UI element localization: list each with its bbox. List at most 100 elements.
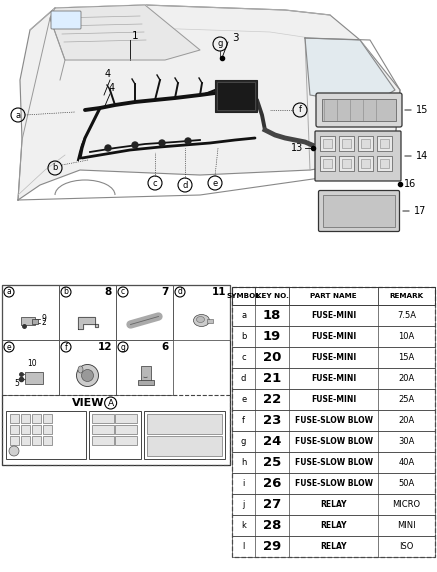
- Text: MICRO: MICRO: [392, 500, 421, 509]
- Text: 20A: 20A: [399, 374, 415, 383]
- Text: a: a: [15, 110, 21, 120]
- Bar: [43, 425, 52, 434]
- Bar: [147, 436, 222, 456]
- Text: a: a: [241, 311, 246, 320]
- Bar: [342, 139, 351, 148]
- Text: c: c: [121, 288, 125, 296]
- Text: FUSE-MINI: FUSE-MINI: [311, 353, 356, 362]
- Text: 9: 9: [42, 314, 46, 323]
- Text: 15: 15: [416, 105, 428, 115]
- Text: REMARK: REMARK: [389, 293, 423, 299]
- Text: FUSE-SLOW BLOW: FUSE-SLOW BLOW: [295, 458, 372, 467]
- Text: 22: 22: [263, 393, 281, 406]
- Text: 7: 7: [162, 287, 169, 297]
- Bar: [59, 340, 116, 395]
- Circle shape: [185, 138, 191, 144]
- Text: b: b: [52, 164, 58, 173]
- Bar: [21, 436, 30, 445]
- Text: 28: 28: [263, 519, 281, 532]
- Text: FUSE-MINI: FUSE-MINI: [311, 374, 356, 383]
- Bar: [232, 494, 435, 515]
- Text: d: d: [182, 181, 187, 189]
- Text: 2: 2: [42, 318, 46, 327]
- Text: FUSE-SLOW BLOW: FUSE-SLOW BLOW: [295, 416, 372, 425]
- Text: 26: 26: [263, 477, 281, 490]
- Bar: [320, 136, 335, 151]
- Text: FUSE-MINI: FUSE-MINI: [311, 395, 356, 404]
- Text: RELAY: RELAY: [320, 500, 347, 509]
- Text: 24: 24: [263, 435, 281, 448]
- Bar: [377, 136, 392, 151]
- Text: FUSE-MINI: FUSE-MINI: [311, 332, 356, 341]
- Text: 10: 10: [28, 359, 37, 367]
- Text: 18: 18: [263, 309, 281, 322]
- Bar: [147, 414, 222, 434]
- Text: b: b: [63, 288, 69, 296]
- Text: VIEW: VIEW: [73, 398, 105, 408]
- Text: 20: 20: [263, 351, 281, 364]
- Text: k: k: [241, 521, 246, 530]
- Bar: [115, 425, 138, 434]
- Bar: [358, 156, 373, 171]
- Text: 4: 4: [105, 69, 111, 79]
- Text: 17: 17: [414, 206, 427, 216]
- Text: b: b: [125, 416, 128, 421]
- Bar: [116, 285, 173, 340]
- Bar: [232, 326, 435, 347]
- Bar: [92, 436, 114, 445]
- Text: a: a: [7, 288, 11, 296]
- Bar: [322, 99, 396, 121]
- Text: c: c: [241, 353, 246, 362]
- Text: g: g: [241, 437, 246, 446]
- Text: FUSE-MINI: FUSE-MINI: [311, 311, 356, 320]
- Bar: [115, 414, 138, 423]
- Text: 23: 23: [263, 414, 281, 427]
- Text: 3: 3: [232, 33, 239, 43]
- Bar: [323, 159, 332, 168]
- Polygon shape: [77, 316, 97, 328]
- Bar: [173, 285, 230, 340]
- Bar: [10, 425, 19, 434]
- Bar: [145, 411, 225, 459]
- Text: MINI: MINI: [397, 521, 416, 530]
- Text: 14: 14: [416, 151, 428, 161]
- Text: d: d: [46, 416, 49, 421]
- Text: 19: 19: [263, 330, 281, 343]
- Text: A: A: [108, 399, 114, 407]
- Text: 1: 1: [132, 31, 139, 41]
- Bar: [59, 285, 116, 340]
- Text: 25: 25: [263, 456, 281, 469]
- Text: FUSE-SLOW BLOW: FUSE-SLOW BLOW: [295, 479, 372, 488]
- Text: f: f: [242, 416, 245, 425]
- Bar: [232, 287, 435, 305]
- Text: i: i: [25, 427, 26, 432]
- Text: h: h: [241, 458, 246, 467]
- Text: 40A: 40A: [399, 458, 415, 467]
- Circle shape: [81, 370, 94, 382]
- Bar: [232, 410, 435, 431]
- Bar: [232, 347, 435, 368]
- Text: g: g: [13, 427, 16, 432]
- Text: 5: 5: [14, 379, 19, 387]
- Bar: [2, 285, 59, 340]
- Bar: [24, 371, 42, 383]
- Text: FUSE-SLOW BLOW: FUSE-SLOW BLOW: [295, 437, 372, 446]
- Text: 15A: 15A: [399, 353, 415, 362]
- Bar: [6, 411, 86, 459]
- Bar: [10, 436, 19, 445]
- Bar: [320, 156, 335, 171]
- Text: i: i: [243, 479, 245, 488]
- Bar: [2, 395, 230, 465]
- Bar: [21, 425, 30, 434]
- Bar: [116, 340, 173, 395]
- Ellipse shape: [197, 316, 205, 323]
- Bar: [32, 414, 41, 423]
- Polygon shape: [305, 38, 395, 105]
- Bar: [2, 340, 59, 395]
- Text: 4: 4: [109, 83, 115, 93]
- Text: f: f: [298, 105, 302, 114]
- Text: 11: 11: [212, 287, 226, 297]
- Bar: [31, 319, 38, 324]
- Bar: [323, 139, 332, 148]
- Ellipse shape: [359, 97, 377, 108]
